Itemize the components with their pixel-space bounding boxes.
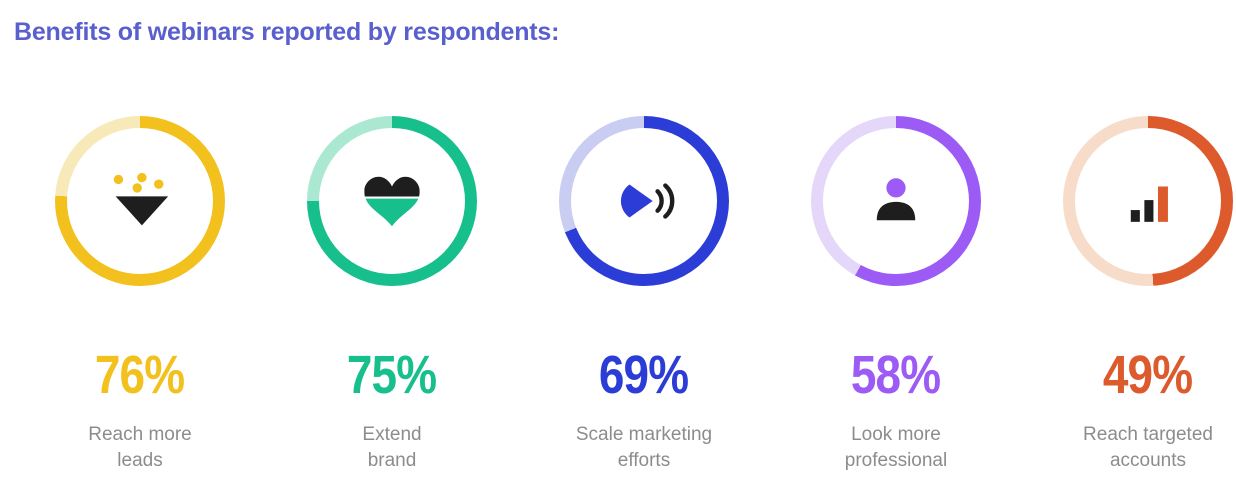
stat-column-scale-marketing: 69% Scale marketing efforts [559, 116, 729, 473]
donut-hole [67, 128, 213, 274]
stat-label-line1: Reach targeted [1083, 424, 1213, 445]
page-title: Benefits of webinars reported by respond… [14, 18, 560, 46]
stat-label: Look more professional [845, 422, 947, 473]
donut-scale-marketing [559, 116, 729, 286]
donut-reach-targeted [1063, 116, 1233, 286]
stat-column-reach-more-leads: 76% Reach more leads [55, 116, 225, 473]
donut-hole [823, 128, 969, 274]
funnel-leads-icon [110, 171, 170, 231]
stat-label: Reach more leads [88, 422, 192, 473]
stat-label-line1: Scale marketing [575, 424, 713, 445]
stat-label-line2: accounts [1109, 449, 1187, 471]
stat-column-extend-brand: 75% Extend brand [307, 116, 477, 473]
stat-value: 69% [599, 345, 689, 405]
donut-hole [319, 128, 465, 274]
stat-label-line2: efforts [617, 449, 671, 471]
stat-value: 49% [1103, 345, 1193, 405]
stat-value: 58% [851, 345, 941, 405]
stat-column-look-professional: 58% Look more professional [811, 116, 981, 473]
donut-hole [1075, 128, 1221, 274]
stat-label-line1: Reach more [88, 424, 192, 445]
stat-label: Extend brand [362, 422, 421, 473]
bar-chart-icon [1119, 172, 1177, 230]
stat-column-reach-targeted: 49% Reach targeted accounts [1063, 116, 1233, 473]
stat-label: Reach targeted accounts [1083, 422, 1213, 473]
stat-label: Scale marketing efforts [576, 422, 712, 473]
donut-hole [571, 128, 717, 274]
stat-label-line1: Look more [851, 424, 941, 445]
donut-extend-brand [307, 116, 477, 286]
stat-value: 75% [347, 345, 437, 405]
stats-row: 76% Reach more leads [55, 116, 1233, 473]
stat-label-line2: professional [844, 449, 948, 471]
person-icon [868, 173, 924, 229]
stat-label-line2: leads [117, 449, 163, 471]
donut-look-professional [811, 116, 981, 286]
donut-reach-more-leads [55, 116, 225, 286]
stat-label-line1: Extend [362, 424, 422, 445]
stat-label-line2: brand [367, 449, 417, 471]
stat-value: 76% [95, 345, 185, 405]
heart-icon [364, 175, 420, 227]
megaphone-icon [613, 170, 675, 232]
